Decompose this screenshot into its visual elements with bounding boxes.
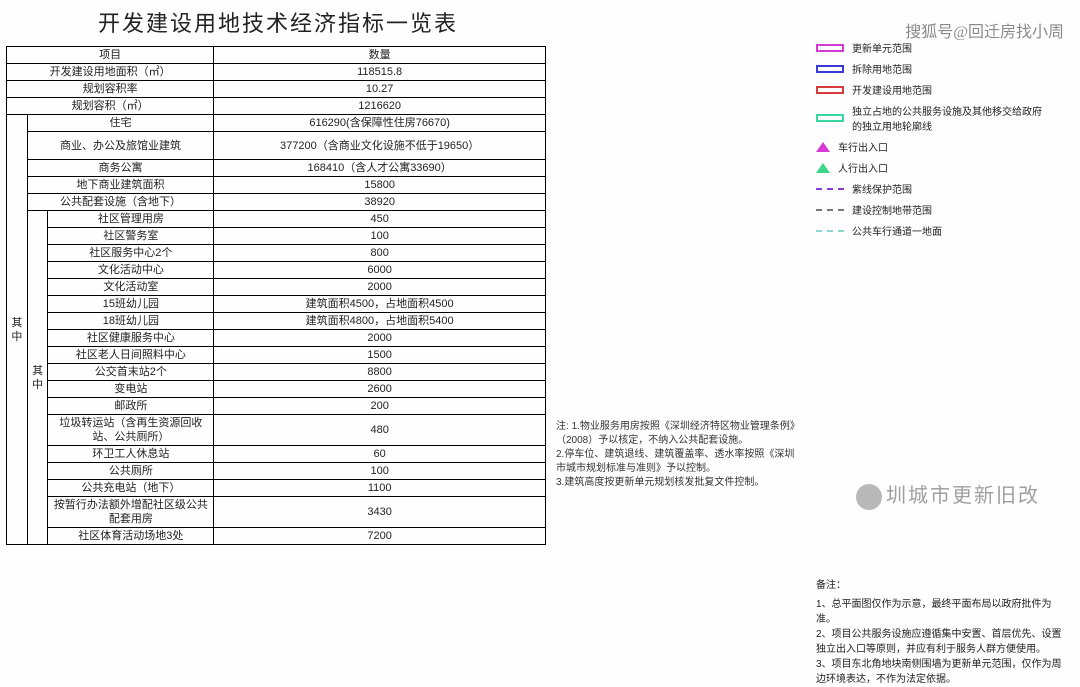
legend-swatch-icon: [816, 86, 844, 94]
legend-row: 开发建设用地范围: [816, 82, 1064, 97]
table-row: 公共配套设施（含地下）38920: [7, 194, 546, 211]
notes-title: 注:: [556, 421, 569, 432]
legend-swatch-icon: [816, 163, 830, 173]
legend-row: 车行出入口: [816, 139, 1064, 154]
table-row: 其中 住宅616290(含保障性住房76670): [7, 115, 546, 132]
legend-label: 公共车行通道一地面: [852, 223, 942, 238]
remarks-block: 备注： 1、总平面图仅作为示意，最终平面布局以政府批件为准。 2、项目公共服务设…: [816, 578, 1064, 687]
note-item: 3.建筑高度按更新单元规划核发批复文件控制。: [556, 477, 764, 488]
legend-label: 人行出入口: [838, 160, 888, 175]
legend-swatch-icon: [816, 65, 844, 73]
table-row: 文化活动室2000: [7, 279, 546, 296]
table-header-row: 项目 数量: [7, 47, 546, 64]
header-col-project: 项目: [7, 47, 214, 64]
legend-label: 紫线保护范围: [852, 181, 912, 196]
table-row: 其中 社区管理用房450: [7, 211, 546, 228]
table-row: 公共充电站（地下）1100: [7, 480, 546, 497]
side-label-1: 其中: [7, 115, 28, 545]
watermark-top: 搜狐号@回迁房找小周: [905, 18, 1064, 42]
remark-item: 3、项目东北角地块南侧围墙为更新单元范围，仅作为周边环境表达，不作为法定依据。: [816, 657, 1064, 687]
legend-row: 公共车行通道一地面: [816, 223, 1064, 238]
table-row: 社区警务室100: [7, 228, 546, 245]
table-row: 按暂行办法额外增配社区级公共配套用房3430: [7, 497, 546, 528]
legend-panel: 更新单元范围拆除用地范围开发建设用地范围独立占地的公共服务设施及其他移交给政府的…: [810, 0, 1070, 548]
table-row: 垃圾转运站（含再生资源回收站、公共厕所）480: [7, 415, 546, 446]
legend-swatch-icon: [816, 142, 830, 152]
legend-label: 独立占地的公共服务设施及其他移交给政府的独立用地轮廓线: [852, 103, 1042, 133]
table-row: 环卫工人休息站60: [7, 446, 546, 463]
legend-label: 开发建设用地范围: [852, 82, 932, 97]
table-row: 地下商业建筑面积15800: [7, 177, 546, 194]
table-row: 公共厕所100: [7, 463, 546, 480]
legend-row: 紫线保护范围: [816, 181, 1064, 196]
header-col-qty: 数量: [214, 47, 546, 64]
table-row: 18班幼儿园建筑面积4800，占地面积5400: [7, 313, 546, 330]
legend-label: 拆除用地范围: [852, 61, 912, 76]
legend-swatch-icon: [816, 44, 844, 52]
page-title: 开发建设用地技术经济指标一览表: [6, 6, 550, 38]
table-row: 规划容积（㎡）1216620: [7, 98, 546, 115]
table-row: 商务公寓168410（含人才公寓33690）: [7, 160, 546, 177]
legend-swatch-icon: [816, 209, 844, 211]
remark-item: 2、项目公共服务设施应遵循集中安置、首层优先、设置独立出入口等原则，并应有利于服…: [816, 627, 1064, 657]
note-item: 1.物业服务用房按照《深圳经济特区物业管理条例》（2008）予以核定，不纳入公共…: [556, 421, 800, 446]
remarks-title: 备注：: [816, 578, 1064, 593]
notes-panel: 注: 1.物业服务用房按照《深圳经济特区物业管理条例》（2008）予以核定，不纳…: [550, 0, 810, 548]
legend-swatch-icon: [816, 230, 844, 232]
legend-row: 更新单元范围: [816, 40, 1064, 55]
table-row: 公交首末站2个8800: [7, 364, 546, 381]
legend-row: 人行出入口: [816, 160, 1064, 175]
indicator-table: 项目 数量 开发建设用地面积（㎡）118515.8 规划容积率10.27 规划容…: [6, 46, 546, 545]
watermark-icon: [856, 484, 882, 510]
watermark-bottom: 圳城市更新旧改: [856, 479, 1040, 510]
legend-label: 车行出入口: [838, 139, 888, 154]
table-row: 开发建设用地面积（㎡）118515.8: [7, 64, 546, 81]
legend-label: 更新单元范围: [852, 40, 912, 55]
table-row: 商业、办公及旅馆业建筑377200（含商业文化设施不低于19650）: [7, 132, 546, 160]
side-label-2: 其中: [27, 211, 48, 545]
table-row: 规划容积率10.27: [7, 81, 546, 98]
table-row: 邮政所200: [7, 398, 546, 415]
remark-item: 1、总平面图仅作为示意，最终平面布局以政府批件为准。: [816, 597, 1064, 627]
table-panel: 开发建设用地技术经济指标一览表 项目 数量 开发建设用地面积（㎡）118515.…: [0, 0, 550, 548]
legend-row: 建设控制地带范围: [816, 202, 1064, 217]
table-row: 社区服务中心2个800: [7, 245, 546, 262]
table-row: 社区健康服务中心2000: [7, 330, 546, 347]
table-row: 社区体育活动场地3处7200: [7, 528, 546, 545]
legend-swatch-icon: [816, 188, 844, 190]
legend-row: 独立占地的公共服务设施及其他移交给政府的独立用地轮廓线: [816, 103, 1064, 133]
table-row: 文化活动中心6000: [7, 262, 546, 279]
table-row: 社区老人日间照料中心1500: [7, 347, 546, 364]
table-row: 15班幼儿园建筑面积4500，占地面积4500: [7, 296, 546, 313]
note-item: 2.停车位、建筑退线、建筑覆盖率、透水率按照《深圳市城市规划标准与准则》予以控制…: [556, 449, 794, 474]
legend-label: 建设控制地带范围: [852, 202, 932, 217]
legend-swatch-icon: [816, 114, 844, 122]
legend-row: 拆除用地范围: [816, 61, 1064, 76]
table-row: 变电站2600: [7, 381, 546, 398]
